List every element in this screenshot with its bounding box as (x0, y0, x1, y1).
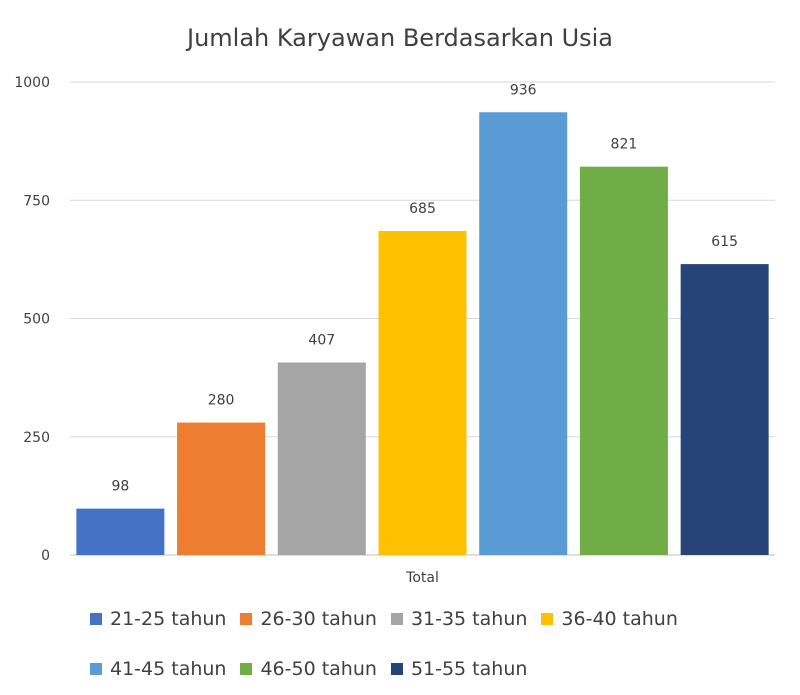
legend-item: 36-40 tahun (541, 608, 678, 630)
bar-chart: 0 250 500 750 1000 98 280 407 685 936 821 615 Tota… (14, 75, 775, 586)
y-axis-tick-labels: 0 250 500 750 1000 (14, 75, 50, 564)
legend-item: 21-25 tahun (90, 608, 226, 630)
bar-46-50-tahun (579, 166, 668, 556)
legend-swatch (390, 663, 403, 675)
legend-item: 51-55 tahun (390, 658, 528, 680)
bar-41-45-tahun (479, 112, 568, 555)
x-category-label: Total (405, 570, 439, 586)
data-label: 821 (611, 137, 638, 153)
y-tick-label: 500 (23, 312, 50, 328)
data-label: 615 (711, 234, 738, 250)
legend-item: 46-50 tahun (240, 658, 377, 680)
data-label: 280 (208, 393, 235, 409)
legend-swatch (541, 613, 554, 625)
legend-label: 26-30 tahun (260, 608, 377, 630)
bar-36-40-tahun (378, 230, 467, 555)
y-tick-label: 1000 (14, 75, 50, 91)
x-axis-category-labels: Total (405, 570, 439, 586)
legend-label: 21-25 tahun (110, 608, 227, 630)
legend-swatch (90, 613, 102, 625)
legend-swatch (390, 613, 403, 625)
legend-label: 46-50 tahun (260, 658, 377, 680)
legend-item: 26-30 tahun (240, 608, 377, 630)
legend-swatch (240, 663, 253, 675)
legend-swatch (90, 663, 102, 675)
legend-item: 31-35 tahun (390, 608, 528, 630)
data-label: 936 (510, 82, 537, 98)
bar-21-25-tahun (76, 508, 165, 555)
data-label: 407 (308, 332, 335, 348)
y-tick-label: 750 (23, 193, 50, 209)
y-tick-label: 250 (23, 430, 50, 446)
chart-title: Jumlah Karyawan Berdasarkan Usia (186, 24, 614, 52)
bar-51-55-tahun (680, 264, 769, 555)
bar-31-35-tahun (277, 362, 366, 555)
data-label: 98 (111, 479, 129, 495)
legend-label: 51-55 tahun (410, 658, 528, 680)
legend-label: 31-35 tahun (410, 608, 528, 630)
legend-label: 41-45 tahun (110, 658, 227, 680)
legend-label: 36-40 tahun (561, 608, 678, 630)
y-tick-label: 0 (41, 548, 50, 564)
data-labels: 98 280 407 685 936 821 615 (111, 82, 738, 494)
data-label: 685 (409, 201, 436, 217)
bars (76, 112, 769, 556)
legend-item: 41-45 tahun (90, 658, 226, 680)
legend: 21-25 tahun 26-30 tahun 31-35 tahun 36-40 t… (90, 608, 750, 680)
legend-swatch (240, 613, 253, 625)
bar-26-30-tahun (177, 422, 266, 555)
